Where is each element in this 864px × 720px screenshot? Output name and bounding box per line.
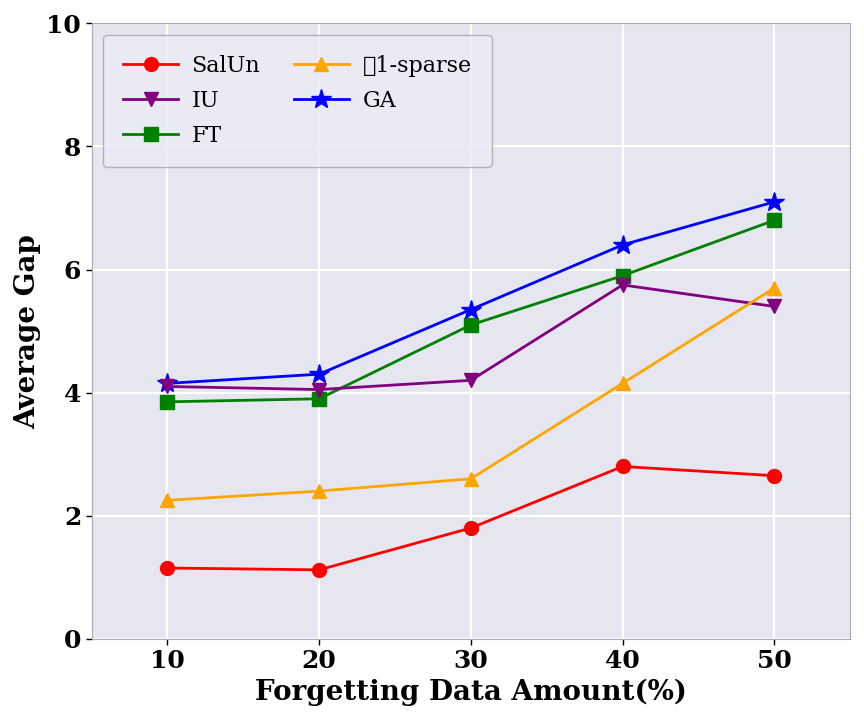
- Line: GA: GA: [157, 192, 785, 394]
- ℓ1-sparse: [769, 284, 779, 292]
- SalUn: [769, 472, 779, 480]
- Legend: SalUn, IU, FT, ℓ1-sparse, GA: SalUn, IU, FT, ℓ1-sparse, GA: [103, 35, 492, 167]
- SalUn: [162, 564, 173, 572]
- SalUn: [618, 462, 628, 471]
- FT: [769, 216, 779, 225]
- Y-axis label: Average Gap: Average Gap: [14, 234, 41, 428]
- FT: [466, 320, 476, 329]
- IU: [314, 385, 324, 394]
- IU: [162, 382, 173, 391]
- IU: [769, 302, 779, 311]
- GA: [466, 305, 476, 314]
- Line: ℓ1-sparse: ℓ1-sparse: [161, 281, 781, 508]
- GA: [314, 370, 324, 379]
- FT: [162, 397, 173, 406]
- Line: FT: FT: [161, 213, 781, 409]
- X-axis label: Forgetting Data Amount(%): Forgetting Data Amount(%): [255, 679, 687, 706]
- IU: [466, 376, 476, 384]
- ℓ1-sparse: [618, 379, 628, 387]
- ℓ1-sparse: [466, 474, 476, 483]
- Line: SalUn: SalUn: [161, 459, 781, 577]
- GA: [769, 197, 779, 206]
- IU: [618, 281, 628, 289]
- FT: [314, 395, 324, 403]
- Line: IU: IU: [161, 278, 781, 397]
- GA: [162, 379, 173, 387]
- GA: [618, 240, 628, 249]
- SalUn: [466, 523, 476, 532]
- ℓ1-sparse: [162, 496, 173, 505]
- ℓ1-sparse: [314, 487, 324, 495]
- SalUn: [314, 565, 324, 574]
- FT: [618, 271, 628, 280]
